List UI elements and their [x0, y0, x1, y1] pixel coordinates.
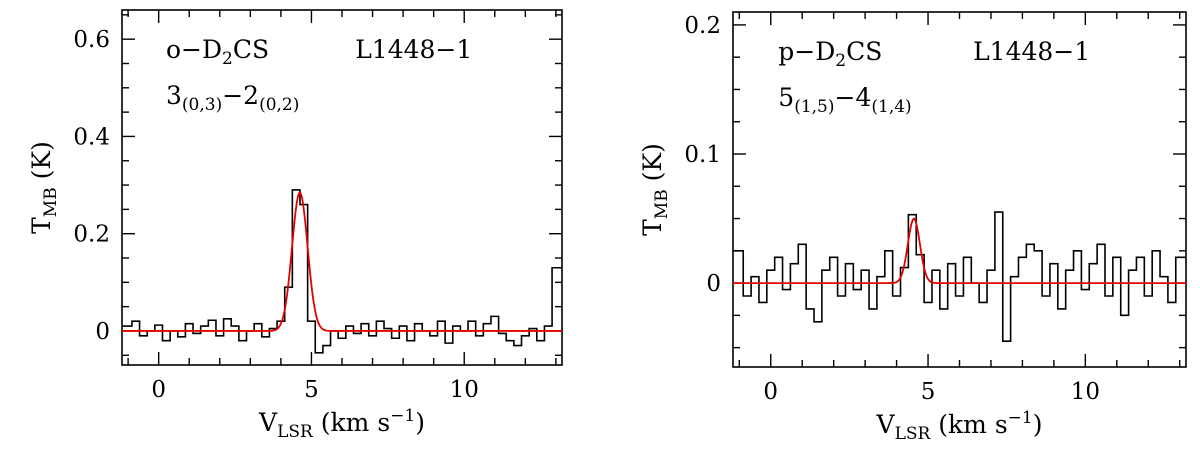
axis-ticks — [122, 10, 562, 365]
y-axis-label: TMB (K) — [27, 141, 61, 234]
gaussian-fit-line — [122, 191, 562, 332]
x-tick-label: 5 — [921, 379, 936, 405]
x-tick-label: 10 — [1071, 379, 1100, 405]
ortho-d2cs-plot: 0 5 10 0 0.2 0.4 0.6 VLSR (km s−1) TMB (K) o−D2CS… — [27, 9, 563, 442]
y-tick-label: 0.2 — [73, 222, 110, 248]
y-tick-label: 0 — [95, 319, 110, 345]
spectrum-panel-ortho-d2cs: 0 5 10 0 0.2 0.4 0.6 VLSR (km s−1) TMB (K) o−D2CS… — [27, 9, 563, 442]
x-axis-label: VLSR (km s−1) — [876, 408, 1043, 444]
spectrum-panel-para-d2cs: 0 5 10 0 0.1 0.2 VLSR (km s−1) TMB (K) p−D2CS L14… — [600, 0, 1200, 463]
y-tick-label: 0.4 — [73, 124, 110, 150]
transition-label: 5(1,5)−4(1,4) — [778, 83, 911, 117]
spectrum-histogram — [122, 189, 562, 354]
y-tick-label: 0.6 — [73, 27, 110, 53]
y-tick-label: 0 — [706, 271, 721, 297]
x-tick-label: 5 — [304, 377, 319, 403]
source-label: L1448−1 — [355, 35, 472, 64]
x-axis-label: VLSR (km s−1) — [258, 406, 425, 442]
molecule-label: p−D2CS — [778, 37, 882, 71]
source-label: L1448−1 — [973, 37, 1090, 66]
transition-label: 3(0,3)−2(0,2) — [166, 81, 299, 115]
y-tick-label: 0.1 — [684, 142, 721, 168]
y-axis-label: TMB (K) — [638, 143, 672, 236]
molecule-label: o−D2CS — [166, 35, 269, 69]
x-tick-label: 10 — [450, 377, 479, 403]
y-tick-label: 0.2 — [684, 13, 721, 39]
para-d2cs-plot: 0 5 10 0 0.1 0.2 VLSR (km s−1) TMB (K) p−D2CS L14… — [638, 11, 1187, 444]
x-tick-label: 0 — [763, 379, 778, 405]
x-tick-label: 0 — [151, 377, 166, 403]
gaussian-fit-line — [733, 217, 1186, 284]
spectrum-histogram — [733, 211, 1186, 342]
